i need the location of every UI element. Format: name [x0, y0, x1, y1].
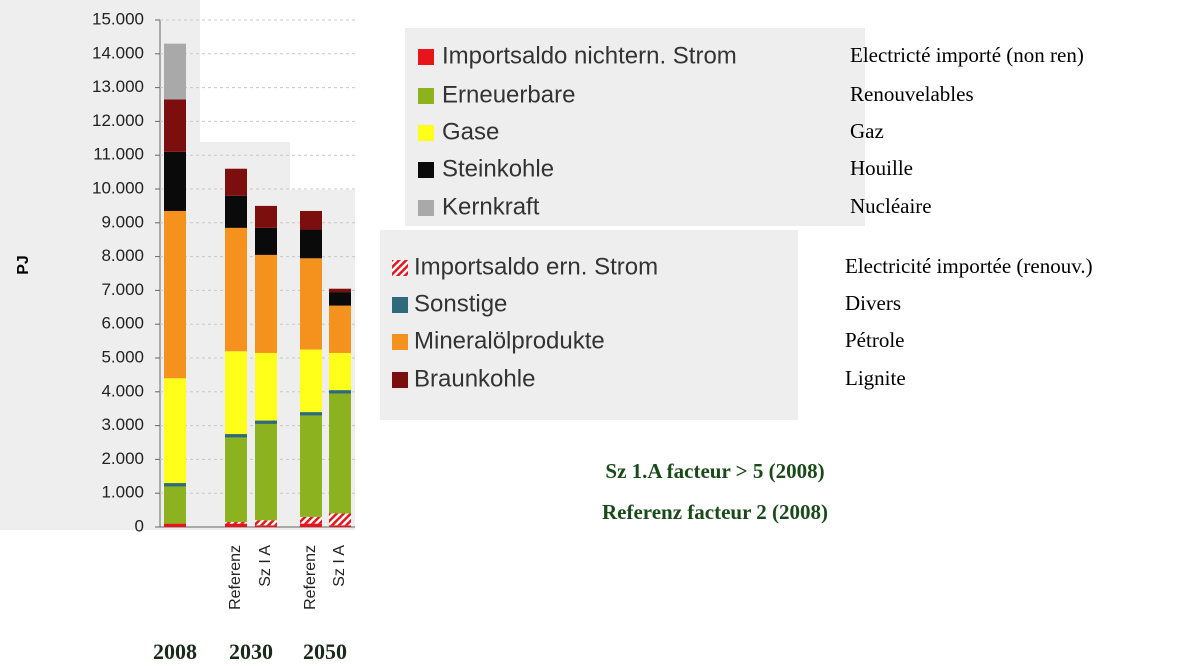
y-tick-label: 6.000: [101, 314, 144, 333]
legend-translation: Houille: [850, 156, 913, 180]
legend-label: Steinkohle: [442, 155, 554, 182]
bar-segment: [300, 523, 322, 527]
bar-segment: [329, 513, 351, 526]
y-tick-label: 3.000: [101, 415, 144, 434]
legend-swatch: [418, 49, 434, 65]
y-tick-label: 5.000: [101, 347, 144, 366]
y-tick-label: 10.000: [92, 178, 144, 197]
legend-translation: Divers: [845, 291, 901, 315]
y-tick-label: 2.000: [101, 449, 144, 468]
legend-box: [405, 28, 865, 226]
bar-segment: [300, 349, 322, 413]
annotation: Sz 1.A facteur > 5 (2008): [605, 459, 824, 483]
bar-segment: [225, 437, 247, 522]
y-tick-label: 11.000: [93, 145, 144, 164]
bar-segment: [225, 523, 247, 527]
legend-label: Sonstige: [414, 290, 507, 317]
legend-swatch: [418, 125, 434, 141]
y-tick-label: 15.000: [92, 9, 144, 28]
bar-segment: [255, 420, 277, 424]
legend-translation: Electricté importé (non ren): [850, 43, 1084, 67]
bar-segment: [300, 258, 322, 350]
y-tick-label: 8.000: [101, 246, 144, 265]
bar-segment: [164, 378, 186, 484]
bar-segment: [329, 390, 351, 394]
legend-translation: Renouvelables: [850, 82, 974, 106]
x-tick-label: Referenz: [302, 545, 319, 610]
x-tick-label: Referenz: [227, 545, 244, 610]
bar-segment: [164, 483, 186, 487]
bar-segment: [300, 415, 322, 517]
bar-segment: [164, 43, 186, 100]
bar-segment: [255, 227, 277, 255]
legend-label: Mineralölprodukte: [414, 327, 605, 354]
y-tick-label: 1.000: [101, 483, 144, 502]
x-tick-label: Sz I A: [257, 545, 274, 587]
legend-label: Kernkraft: [442, 193, 540, 220]
legend-translation: Gaz: [850, 119, 884, 143]
legend-translation: Lignite: [845, 366, 906, 390]
bar-segment: [329, 288, 351, 293]
bar-segment: [300, 229, 322, 259]
legend-translation: Nucléaire: [850, 194, 932, 218]
legend-label: Importsaldo nichtern. Strom: [442, 42, 737, 69]
legend-swatch: [392, 297, 408, 313]
legend-swatch: [392, 372, 408, 388]
bar-segment: [329, 393, 351, 514]
legend-label: Importsaldo ern. Strom: [414, 253, 658, 280]
bar-segment: [255, 525, 277, 527]
bar-segment: [225, 351, 247, 435]
bar-segment: [225, 227, 247, 352]
bar-segment: [255, 423, 277, 521]
legend-swatch: [418, 162, 434, 178]
bar-segment: [255, 254, 277, 353]
bar-segment: [164, 523, 186, 527]
year-label: 2008: [153, 639, 197, 664]
y-tick-label: 7.000: [101, 280, 144, 299]
legend-label: Erneuerbare: [442, 81, 575, 108]
bar-segment: [164, 99, 186, 152]
bar-segment: [255, 520, 277, 526]
bar-segment: [329, 292, 351, 306]
legend-swatch: [392, 334, 408, 350]
bar-segment: [164, 210, 186, 379]
bar-segment: [329, 305, 351, 353]
legend-translation: Pétrole: [845, 328, 904, 352]
y-tick-label: 12.000: [92, 111, 144, 130]
year-label: 2050: [303, 639, 347, 664]
y-tick-label: 13.000: [92, 77, 144, 96]
bar-segment: [255, 205, 277, 228]
bar-segment: [329, 525, 351, 527]
legend-translation: Electricité importée (renouv.): [845, 254, 1093, 278]
bar-segment: [329, 352, 351, 391]
bar-segment: [225, 434, 247, 438]
bar-segment: [225, 168, 247, 196]
legend-swatch: [418, 88, 434, 104]
bar-segment: [300, 412, 322, 416]
y-tick-label: 14.000: [92, 43, 144, 62]
bar-segment: [300, 516, 322, 524]
annotation: Referenz facteur 2 (2008): [602, 500, 828, 524]
bar-segment: [300, 210, 322, 230]
legend-label: Gase: [442, 118, 499, 145]
bar-segment: [255, 352, 277, 421]
legend-swatch: [418, 200, 434, 216]
year-label: 2030: [229, 639, 273, 664]
bar-segment: [225, 195, 247, 228]
x-tick-label: Sz I A: [331, 545, 348, 587]
legend-label: Braunkohle: [414, 365, 535, 392]
legend-swatch: [392, 260, 408, 276]
y-tick-label: 4.000: [101, 381, 144, 400]
y-axis-label: PJ: [15, 255, 32, 275]
y-tick-label: 9.000: [101, 212, 144, 231]
legend-box: [380, 230, 798, 420]
bar-segment: [225, 521, 247, 524]
bar-segment: [164, 151, 186, 211]
bar-segment: [164, 486, 186, 524]
y-tick-label: 0: [135, 516, 144, 535]
